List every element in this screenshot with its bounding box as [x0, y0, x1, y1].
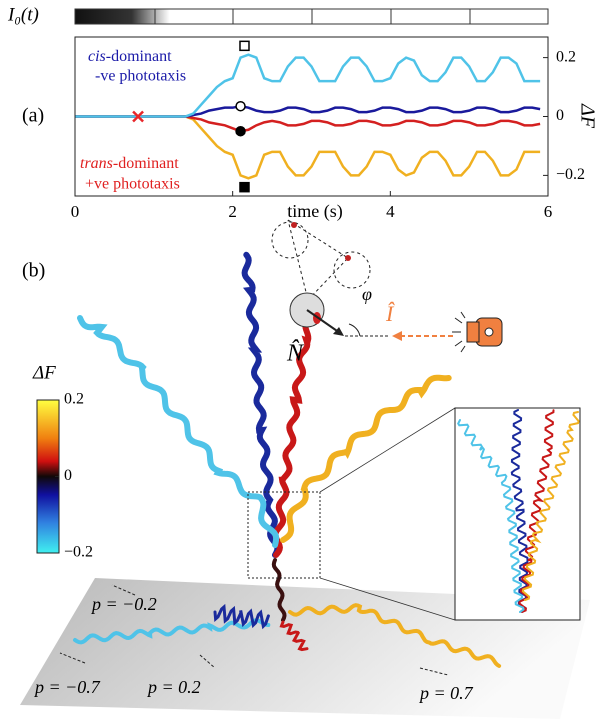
y-tick-label: 0.2 — [556, 48, 576, 65]
p-label: p = −0.2 — [90, 594, 157, 614]
marker — [236, 127, 245, 136]
x-tick-label: 4 — [386, 202, 395, 221]
colorbar-tick-label: 0.2 — [64, 391, 84, 408]
data-line — [75, 106, 540, 116]
annotation: cis-dominant — [88, 48, 172, 65]
annotation: +ve phototaxis — [85, 176, 180, 193]
x-tick-label: 2 — [228, 202, 237, 221]
y-axis-label: ΔF — [576, 103, 598, 129]
trajectory — [80, 318, 276, 545]
marker — [240, 41, 249, 50]
colorbar-tick-label: −0.2 — [64, 544, 93, 561]
light-source — [452, 312, 502, 352]
p-label: p = 0.2 — [146, 677, 201, 697]
angle-label: φ — [362, 284, 372, 304]
x-tick-label: 0 — [71, 202, 80, 221]
annotation-text: -dominant — [113, 155, 179, 172]
panel-label: (b) — [22, 260, 45, 282]
zoom-box — [248, 492, 320, 578]
light-label: Î — [385, 301, 395, 326]
marker — [240, 183, 249, 192]
intensity-label: I₀(t) — [7, 4, 39, 25]
x-axis-label: time (s) — [287, 201, 343, 222]
annotation-italic: trans — [80, 155, 113, 172]
colorbar-label: ΔF — [32, 362, 56, 383]
colorbar-tick-label: 0 — [64, 467, 72, 484]
p-label: p = 0.7 — [418, 683, 474, 703]
x-tick-label: 6 — [544, 202, 553, 221]
annotation: -ve phototaxis — [95, 68, 186, 85]
normal-label: N̂ — [286, 340, 305, 367]
marker — [236, 102, 245, 111]
annotation: trans-dominant — [80, 155, 179, 172]
data-line — [75, 117, 540, 132]
annotation-text: -dominant — [106, 48, 172, 65]
colorbar-ticks: 0.2 0 −0.2 — [55, 391, 93, 561]
annotation-italic: cis — [88, 48, 106, 65]
schematic — [272, 220, 370, 300]
panel-label: (a) — [22, 105, 44, 127]
p-label: p = −0.7 — [33, 677, 101, 697]
trajectory — [283, 378, 449, 540]
y-tick-label: −0.2 — [556, 166, 585, 183]
figure: (a) I₀(t) cis-dominant -ve phototaxis tr… — [0, 0, 602, 719]
y-tick-label: 0 — [556, 107, 564, 124]
